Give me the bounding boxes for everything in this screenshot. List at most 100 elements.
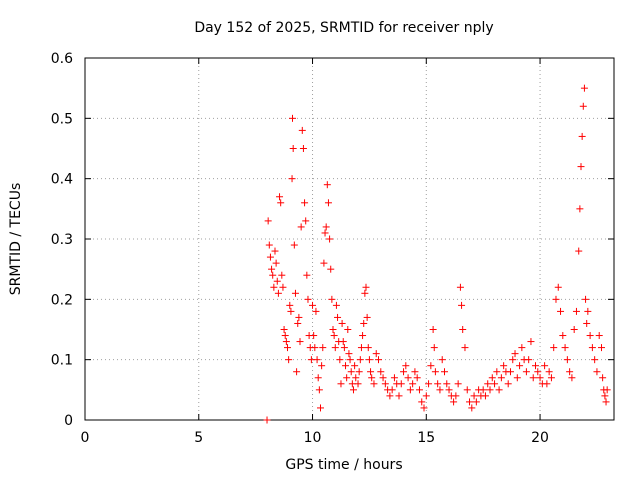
data-point: [584, 307, 592, 315]
data-point: [603, 386, 611, 394]
data-point: [365, 356, 373, 364]
data-point: [404, 374, 412, 382]
x-tick-label: 20: [531, 430, 549, 446]
data-point: [265, 241, 273, 249]
data-point: [411, 368, 419, 376]
data-point: [543, 380, 551, 388]
data-point: [362, 283, 370, 291]
data-point: [291, 289, 299, 297]
data-point: [577, 163, 585, 171]
data-point: [516, 362, 524, 370]
data-point: [402, 362, 410, 370]
data-point: [288, 175, 296, 183]
data-point: [298, 126, 306, 134]
data-point: [438, 356, 446, 364]
data-point: [289, 145, 297, 152]
data-point: [388, 386, 396, 394]
data-point: [304, 295, 312, 303]
data-point: [347, 368, 355, 376]
data-point: [324, 199, 332, 207]
data-point: [360, 319, 368, 327]
data-point: [319, 344, 327, 352]
data-point: [356, 356, 364, 364]
data-point: [420, 404, 428, 412]
data-point: [597, 344, 605, 352]
data-point: [561, 344, 569, 352]
data-point: [506, 368, 514, 376]
data-point: [601, 392, 609, 400]
data-point: [472, 398, 480, 406]
data-point: [355, 368, 363, 376]
data-point: [277, 199, 285, 207]
data-point: [368, 374, 376, 382]
y-tick-label: 0.6: [51, 51, 73, 67]
data-point: [272, 259, 280, 267]
data-point: [509, 356, 517, 364]
data-point: [395, 392, 403, 400]
data-point: [418, 398, 426, 406]
data-point: [346, 356, 354, 364]
data-point: [568, 374, 576, 382]
chart-title: Day 152 of 2025, SRMTID for receiver npl…: [194, 20, 493, 36]
data-point: [345, 350, 353, 358]
data-point: [529, 374, 537, 382]
data-point: [274, 289, 282, 297]
data-point: [580, 84, 588, 92]
axis-ticks: [84, 57, 614, 421]
data-point: [511, 350, 519, 358]
data-point: [427, 362, 435, 370]
data-point: [450, 398, 458, 406]
data-point: [386, 392, 394, 400]
data-point: [312, 307, 320, 315]
data-point: [443, 380, 451, 388]
data-point: [344, 326, 352, 333]
data-point: [338, 319, 346, 327]
data-point: [570, 326, 578, 333]
data-point: [563, 356, 571, 364]
x-axis-label: GPS time / hours: [285, 457, 402, 473]
data-point: [372, 350, 380, 358]
data-point: [266, 253, 274, 261]
data-point: [534, 368, 542, 376]
data-point: [289, 114, 297, 122]
data-point: [452, 392, 460, 400]
data-point: [586, 332, 594, 340]
data-point: [323, 181, 331, 189]
data-point: [429, 326, 437, 333]
data-point: [431, 368, 439, 376]
data-point: [352, 374, 360, 382]
data-point: [278, 271, 286, 279]
data-point: [361, 289, 369, 297]
y-tick-label: 0.1: [51, 353, 73, 369]
data-point: [459, 326, 467, 333]
data-point: [343, 374, 351, 382]
data-point: [334, 313, 342, 321]
data-point: [575, 247, 583, 255]
data-point: [326, 235, 334, 243]
data-point: [481, 392, 489, 400]
data-point: [484, 380, 492, 388]
data-point: [500, 362, 508, 370]
data-point: [282, 338, 290, 346]
y-tick-label: 0.5: [51, 111, 73, 127]
data-point: [466, 398, 474, 406]
data-point: [578, 132, 586, 140]
data-point: [340, 344, 348, 352]
data-point: [425, 380, 433, 388]
data-point: [281, 332, 289, 340]
data-point: [295, 313, 303, 321]
data-point: [518, 344, 526, 352]
data-point: [397, 380, 405, 388]
data-point: [559, 332, 567, 340]
data-point: [486, 386, 494, 394]
y-tick-label: 0.3: [51, 232, 73, 248]
data-point: [270, 283, 278, 291]
data-point: [493, 368, 501, 376]
data-point: [415, 386, 423, 394]
data-point: [436, 386, 444, 394]
data-point: [332, 301, 340, 309]
data-point: [349, 386, 357, 394]
data-point: [336, 356, 344, 364]
data-point: [279, 283, 287, 291]
data-point: [327, 265, 335, 273]
